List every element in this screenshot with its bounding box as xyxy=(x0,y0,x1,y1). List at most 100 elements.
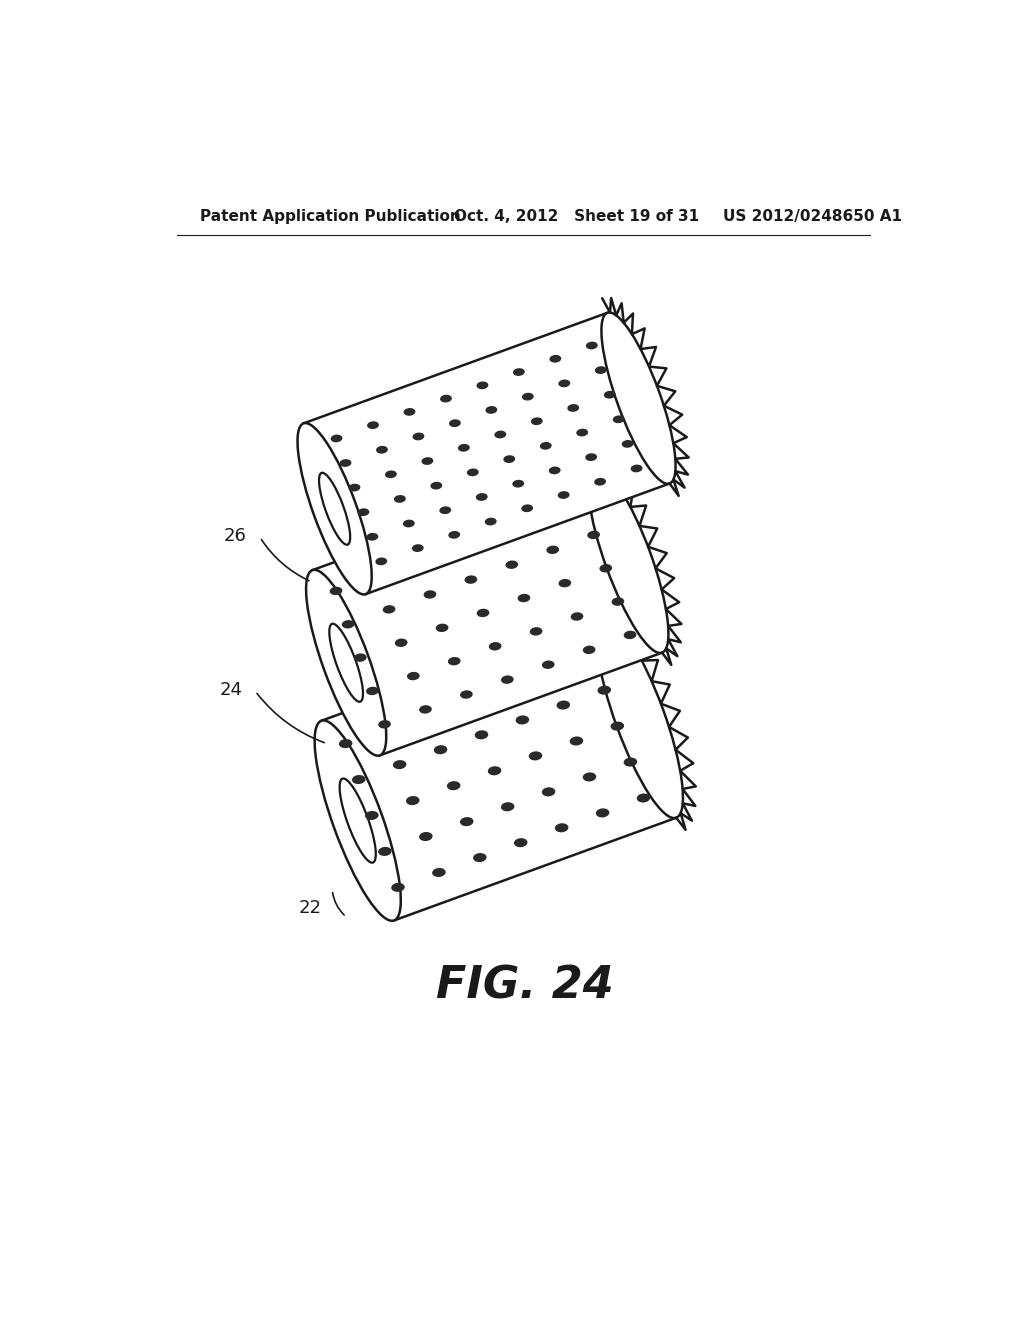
Ellipse shape xyxy=(331,434,342,442)
Ellipse shape xyxy=(588,531,600,539)
Ellipse shape xyxy=(542,660,555,669)
Ellipse shape xyxy=(376,446,388,454)
Ellipse shape xyxy=(503,680,516,689)
Ellipse shape xyxy=(371,572,383,581)
Ellipse shape xyxy=(460,690,473,698)
Ellipse shape xyxy=(378,847,391,855)
Ellipse shape xyxy=(521,504,534,512)
Ellipse shape xyxy=(586,342,598,350)
Ellipse shape xyxy=(314,721,400,921)
Ellipse shape xyxy=(391,883,404,892)
Ellipse shape xyxy=(462,694,475,704)
Ellipse shape xyxy=(544,664,557,673)
Ellipse shape xyxy=(604,391,615,399)
Ellipse shape xyxy=(465,576,477,583)
Ellipse shape xyxy=(624,758,637,767)
Ellipse shape xyxy=(583,772,596,781)
Ellipse shape xyxy=(340,459,351,467)
Polygon shape xyxy=(312,467,663,755)
Ellipse shape xyxy=(488,642,502,651)
Ellipse shape xyxy=(596,808,609,817)
Ellipse shape xyxy=(529,627,543,636)
Ellipse shape xyxy=(383,605,395,614)
Ellipse shape xyxy=(567,404,580,412)
Ellipse shape xyxy=(586,453,597,461)
Polygon shape xyxy=(303,313,670,594)
Ellipse shape xyxy=(506,561,518,569)
Ellipse shape xyxy=(367,421,379,429)
Text: Patent Application Publication: Patent Application Publication xyxy=(200,209,461,223)
Ellipse shape xyxy=(484,517,497,525)
Ellipse shape xyxy=(494,527,506,536)
Ellipse shape xyxy=(402,520,415,528)
Ellipse shape xyxy=(610,722,624,731)
Ellipse shape xyxy=(549,466,560,474)
Ellipse shape xyxy=(319,473,350,545)
Ellipse shape xyxy=(594,478,606,486)
Ellipse shape xyxy=(421,709,434,718)
Ellipse shape xyxy=(575,498,588,506)
Ellipse shape xyxy=(458,444,470,451)
Ellipse shape xyxy=(330,586,342,595)
Ellipse shape xyxy=(557,701,570,710)
Ellipse shape xyxy=(487,766,502,775)
Ellipse shape xyxy=(385,470,397,478)
Ellipse shape xyxy=(393,760,407,770)
Ellipse shape xyxy=(611,598,625,606)
Ellipse shape xyxy=(434,746,447,754)
Text: 22: 22 xyxy=(299,899,322,916)
Text: US 2012/0248650 A1: US 2012/0248650 A1 xyxy=(724,209,902,223)
Ellipse shape xyxy=(403,408,416,416)
Ellipse shape xyxy=(419,705,432,714)
Ellipse shape xyxy=(517,594,530,602)
Ellipse shape xyxy=(357,508,370,516)
Ellipse shape xyxy=(522,393,534,400)
Ellipse shape xyxy=(516,715,529,725)
Ellipse shape xyxy=(512,479,524,487)
Ellipse shape xyxy=(460,817,473,826)
Ellipse shape xyxy=(339,739,352,748)
Ellipse shape xyxy=(406,796,420,805)
Ellipse shape xyxy=(366,686,379,696)
Ellipse shape xyxy=(504,455,515,463)
Text: FIG. 24: FIG. 24 xyxy=(436,965,613,1007)
Text: 26: 26 xyxy=(223,527,246,545)
Ellipse shape xyxy=(597,618,683,818)
Ellipse shape xyxy=(476,494,487,500)
Ellipse shape xyxy=(453,543,465,550)
Ellipse shape xyxy=(637,793,650,803)
Ellipse shape xyxy=(378,721,391,729)
Ellipse shape xyxy=(601,313,676,484)
Ellipse shape xyxy=(495,430,506,438)
Ellipse shape xyxy=(330,624,362,702)
Ellipse shape xyxy=(439,507,452,513)
Text: 24: 24 xyxy=(219,681,243,698)
Ellipse shape xyxy=(340,779,376,863)
Ellipse shape xyxy=(577,429,588,437)
Ellipse shape xyxy=(298,422,372,594)
Ellipse shape xyxy=(440,395,452,403)
Ellipse shape xyxy=(570,612,584,620)
Ellipse shape xyxy=(583,645,596,653)
Ellipse shape xyxy=(436,623,449,632)
Ellipse shape xyxy=(558,579,571,587)
Ellipse shape xyxy=(595,366,606,374)
Ellipse shape xyxy=(622,440,634,447)
Ellipse shape xyxy=(599,564,612,573)
Ellipse shape xyxy=(467,469,478,477)
Ellipse shape xyxy=(585,649,598,659)
Ellipse shape xyxy=(407,672,420,680)
Ellipse shape xyxy=(376,557,387,565)
Ellipse shape xyxy=(476,381,488,389)
Ellipse shape xyxy=(485,407,498,413)
Ellipse shape xyxy=(558,491,569,499)
Ellipse shape xyxy=(412,557,424,565)
Ellipse shape xyxy=(446,781,461,791)
Ellipse shape xyxy=(513,368,525,376)
Ellipse shape xyxy=(412,544,424,552)
Ellipse shape xyxy=(348,483,360,491)
Ellipse shape xyxy=(528,751,543,760)
Ellipse shape xyxy=(342,620,354,628)
Ellipse shape xyxy=(449,420,461,428)
Ellipse shape xyxy=(449,531,460,539)
